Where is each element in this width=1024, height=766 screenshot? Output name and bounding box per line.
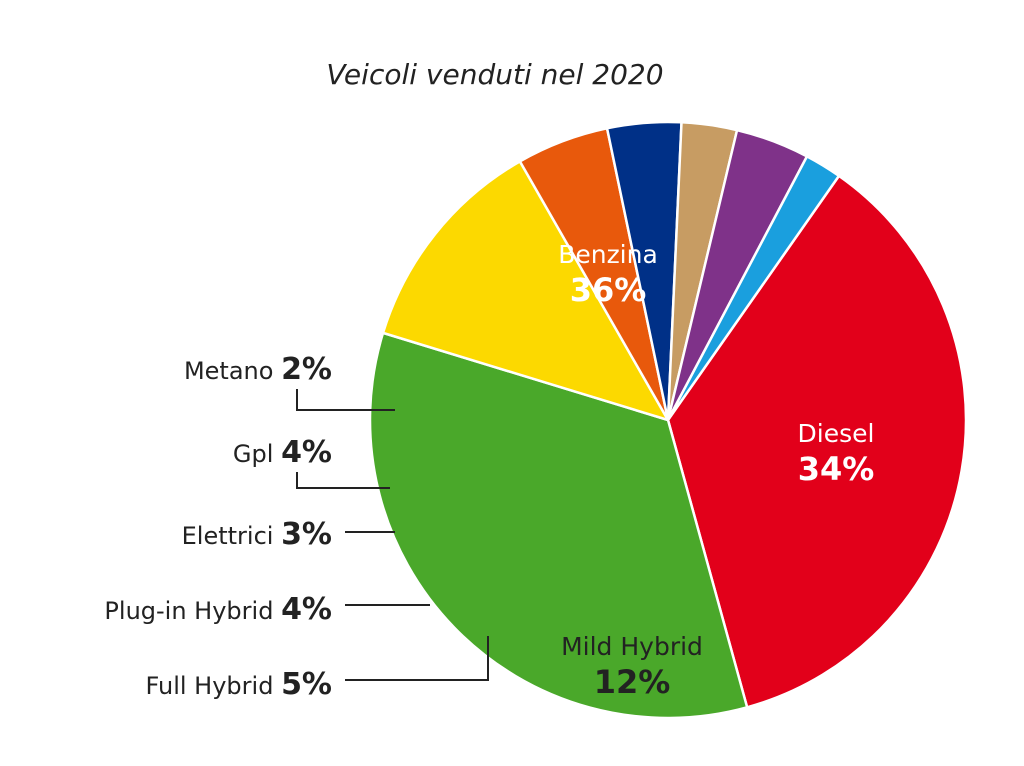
slice-value-diesel: 34% — [798, 450, 875, 488]
slice-label-gpl: Gpl 4% — [233, 435, 332, 470]
slice-value-elettrici: 3% — [281, 517, 332, 552]
slice-value-gpl: 4% — [281, 435, 332, 470]
slice-value-full-hybrid: 5% — [281, 667, 332, 702]
slice-label-plug-in-hybrid: Plug-in Hybrid 4% — [104, 592, 332, 627]
pie-slice-diesel — [368, 331, 749, 720]
slice-label-metano: Metano 2% — [184, 352, 332, 387]
slice-label-diesel: Diesel — [798, 419, 875, 448]
slice-label-mild-hybrid: Mild Hybrid — [561, 632, 703, 661]
pie-slice-metano — [666, 155, 841, 422]
slice-value-metano: 2% — [281, 352, 332, 387]
slice-label-elettrici: Elettrici 3% — [182, 517, 332, 552]
leader-line-full-hybrid — [345, 636, 489, 681]
slice-label-benzina: Benzina — [558, 240, 658, 269]
leader-line-metano — [296, 389, 395, 411]
pie-slice-benzina — [666, 174, 968, 709]
chart-title: Veicoli venduti nel 2020 — [326, 58, 664, 91]
leader-line-gpl — [296, 472, 390, 489]
slice-value-benzina: 36% — [570, 271, 647, 309]
slice-value-plug-in-hybrid: 4% — [281, 592, 332, 627]
pie-slice-mild-hybrid — [381, 160, 670, 422]
slice-label-full-hybrid: Full Hybrid 5% — [146, 667, 333, 702]
slice-value-mild-hybrid: 12% — [594, 663, 671, 701]
